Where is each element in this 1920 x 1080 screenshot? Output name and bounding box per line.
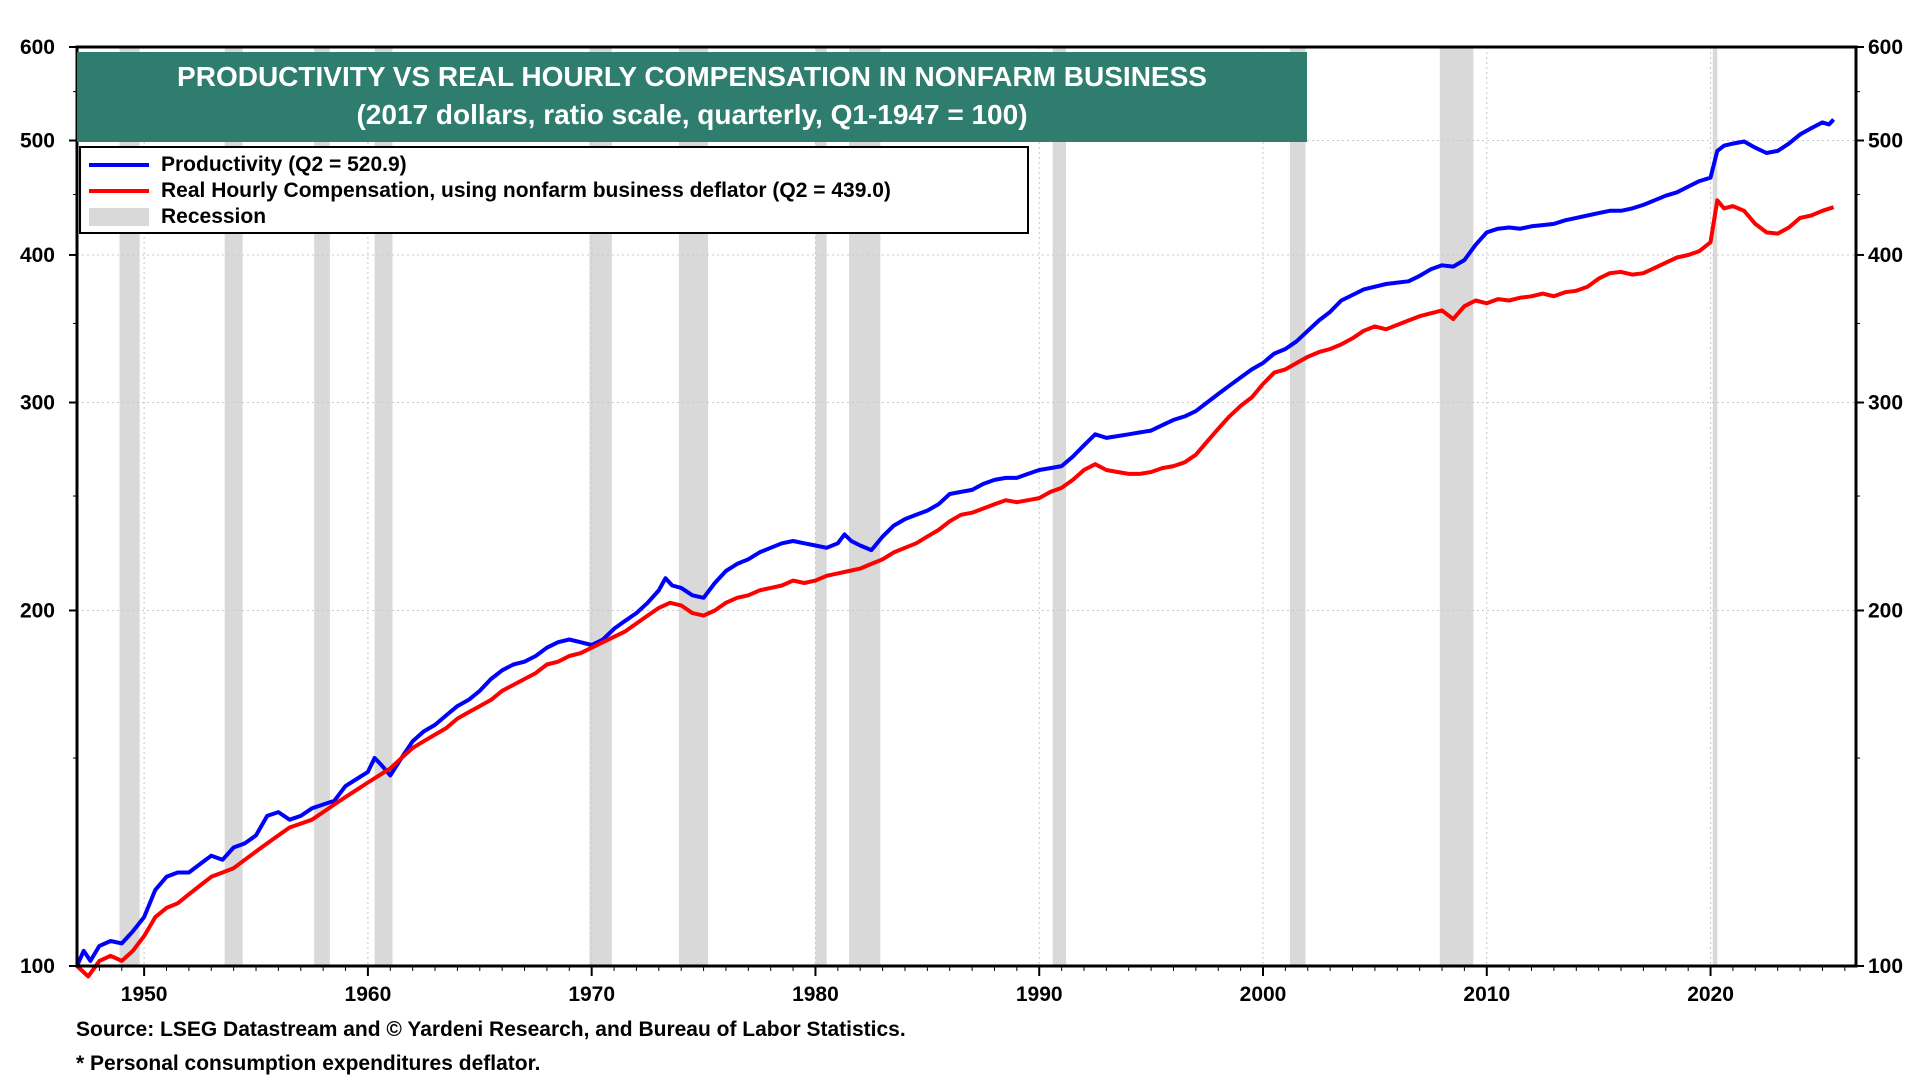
legend-item-productivity: Productivity (Q2 = 520.9) (89, 152, 1019, 178)
chart-title-box: PRODUCTIVITY VS REAL HOURLY COMPENSATION… (77, 52, 1307, 142)
x-tick-label: 2000 (1240, 983, 1287, 1006)
chart-legend: Productivity (Q2 = 520.9) Real Hourly Co… (79, 146, 1029, 234)
recession-band (1712, 47, 1718, 966)
recession-band (314, 47, 330, 966)
x-tick-label: 1970 (568, 983, 615, 1006)
legend-label-compensation: Real Hourly Compensation, using nonfarm … (161, 179, 891, 202)
plot-frame (75, 45, 1858, 968)
recession-band (224, 47, 243, 966)
y-tick-label-left: 400 (20, 244, 55, 267)
legend-item-recession: Recession (89, 204, 1019, 230)
legend-swatch-recession (89, 208, 149, 226)
y-tick-label-right: 200 (1868, 599, 1903, 622)
legend-label-recession: Recession (161, 205, 267, 228)
legend-swatch-productivity (89, 163, 149, 167)
recession-band (1052, 47, 1067, 966)
y-tick-label-left: 100 (20, 955, 55, 978)
recession-band (815, 47, 827, 966)
recession-band (589, 47, 612, 966)
x-tick-label: 2010 (1463, 983, 1510, 1006)
series-line-productivity (75, 118, 1836, 967)
legend-item-compensation: Real Hourly Compensation, using nonfarm … (89, 178, 1019, 204)
x-tick-label: 1950 (121, 983, 168, 1006)
x-tick-label: 1960 (345, 983, 392, 1006)
recession-band (1439, 47, 1474, 966)
x-tick-label: 1980 (792, 983, 839, 1006)
x-tick-label: 1990 (1016, 983, 1063, 1006)
y-tick-label-right: 600 (1868, 36, 1903, 59)
x-tick-label: 2020 (1687, 983, 1734, 1006)
y-tick-label-left: 600 (20, 36, 55, 59)
y-tick-label-right: 100 (1868, 955, 1903, 978)
recession-band (374, 47, 393, 966)
chart-title: PRODUCTIVITY VS REAL HOURLY COMPENSATION… (177, 61, 1207, 92)
y-tick-label-right: 400 (1868, 244, 1903, 267)
y-tick-label-left: 200 (20, 599, 55, 622)
y-tick-label-left: 500 (20, 130, 55, 153)
y-tick-label-right: 500 (1868, 130, 1903, 153)
y-tick-label-right: 300 (1868, 392, 1903, 415)
recession-band (119, 47, 140, 966)
y-tick-label-left: 300 (20, 392, 55, 415)
chart-subtitle: (2017 dollars, ratio scale, quarterly, Q… (356, 99, 1028, 130)
source-note: Source: LSEG Datastream and © Yardeni Re… (76, 1018, 906, 1041)
legend-label-productivity: Productivity (Q2 = 520.9) (161, 153, 407, 176)
recession-band (1289, 47, 1306, 966)
footnote: * Personal consumption expenditures defl… (76, 1052, 541, 1075)
legend-swatch-compensation (89, 189, 149, 193)
chart-axes: 100 100 200 200 300 300 400 400 500 500 600 600 1950… (20, 36, 1903, 1006)
series-line-compensation (75, 198, 1835, 979)
chart-series (75, 118, 1836, 979)
